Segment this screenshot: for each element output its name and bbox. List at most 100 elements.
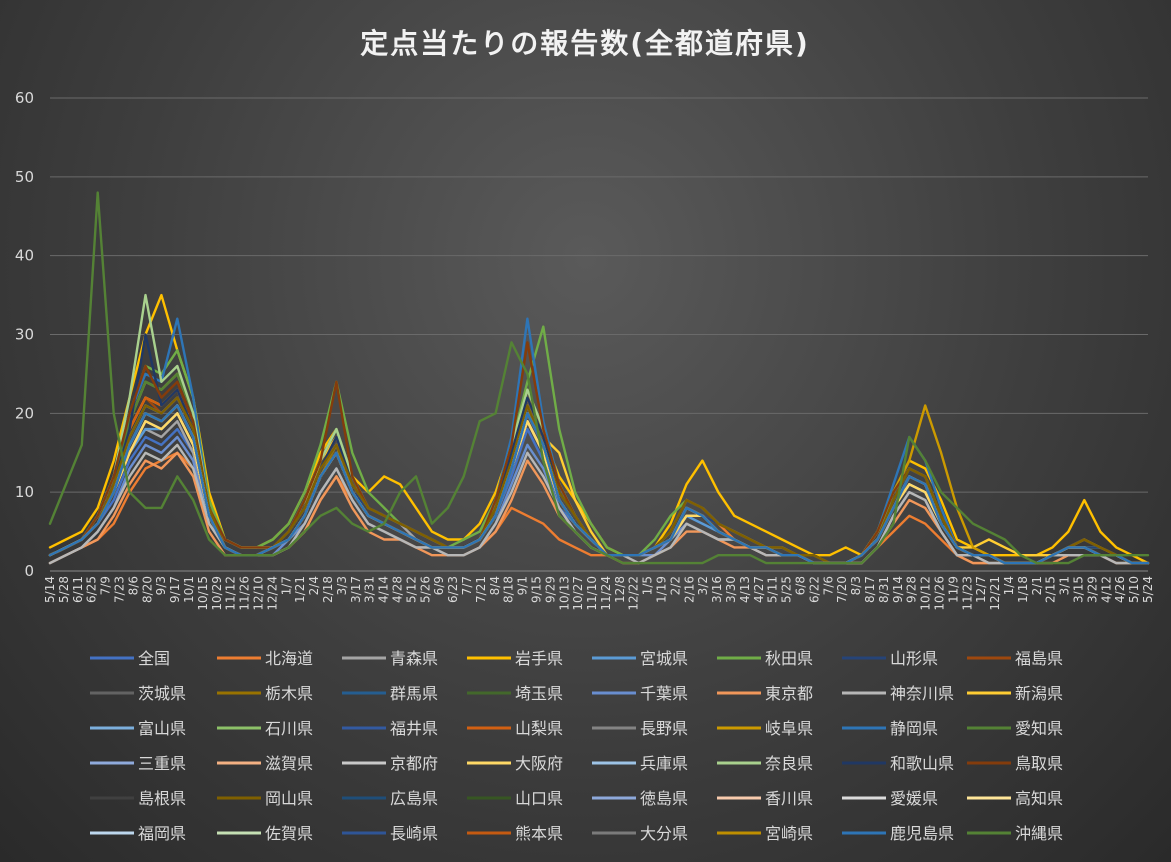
x-tick-label: 8/20 <box>140 576 154 603</box>
x-tick-label: 12/8 <box>613 576 627 603</box>
x-tick-label: 1/21 <box>293 576 307 603</box>
legend-label: 福島県 <box>1015 649 1063 668</box>
series-line <box>48 191 1150 565</box>
x-axis: 5/14 5/28 6/11 6/25 7/9 7/23 8/6 8/20 9/3 9/17 10/… <box>43 576 1155 611</box>
x-tick-label: 4/28 <box>390 576 404 603</box>
x-tick-label: 5/25 <box>780 576 794 603</box>
legend-label: 茨城県 <box>138 684 186 703</box>
x-tick-label: 9/14 <box>891 576 905 603</box>
legend-label: 滋賀県 <box>265 754 313 773</box>
legend-label: 広島県 <box>390 789 438 808</box>
x-tick-label: 9/15 <box>529 576 543 603</box>
y-tick-label: 20 <box>15 404 34 422</box>
legend-label: 長野県 <box>640 719 688 738</box>
legend-label: 和歌山県 <box>890 754 954 773</box>
x-tick-label: 2/18 <box>321 576 335 603</box>
x-tick-label: 5/11 <box>766 576 780 603</box>
x-tick-label: 11/23 <box>960 576 974 611</box>
y-tick-label: 30 <box>15 326 34 344</box>
x-tick-label: 6/22 <box>807 576 821 603</box>
x-tick-label: 12/24 <box>265 576 279 611</box>
legend-label: 群馬県 <box>390 684 438 703</box>
x-tick-label: 5/14 <box>43 576 57 603</box>
legend-label: 山形県 <box>890 649 938 668</box>
legend-label: 富山県 <box>138 719 186 738</box>
legend-label: 鹿児島県 <box>890 824 954 843</box>
x-tick-label: 8/18 <box>502 576 516 603</box>
x-tick-label: 8/31 <box>877 576 891 603</box>
plot-area <box>48 191 1150 565</box>
legend-label: 長崎県 <box>390 824 438 843</box>
x-tick-label: 7/9 <box>99 576 113 595</box>
legend-label: 石川県 <box>265 719 313 738</box>
y-tick-label: 60 <box>15 89 34 107</box>
x-tick-label: 1/4 <box>1002 576 1016 595</box>
x-tick-label: 7/21 <box>474 576 488 603</box>
legend-label: 三重県 <box>138 754 186 773</box>
x-tick-label: 10/1 <box>182 576 196 603</box>
x-tick-label: 3/17 <box>349 576 363 603</box>
x-tick-label: 4/14 <box>377 576 391 603</box>
x-tick-label: 3/16 <box>710 576 724 603</box>
x-tick-label: 11/10 <box>585 576 599 611</box>
legend-label: 青森県 <box>390 649 438 668</box>
legend-label: 島根県 <box>138 789 186 808</box>
x-tick-label: 3/30 <box>724 576 738 603</box>
x-tick-label: 8/4 <box>488 576 502 595</box>
legend-label: 全国 <box>138 649 170 668</box>
x-tick-label: 10/27 <box>571 576 585 611</box>
x-tick-label: 2/2 <box>668 576 682 595</box>
legend-label: 鳥取県 <box>1015 754 1063 773</box>
x-tick-label: 10/26 <box>933 576 947 611</box>
x-tick-label: 11/9 <box>946 576 960 603</box>
x-tick-label: 5/24 <box>1141 576 1155 603</box>
x-tick-label: 10/13 <box>557 576 571 611</box>
x-tick-label: 12/10 <box>251 576 265 611</box>
x-tick-label: 5/10 <box>1127 576 1141 603</box>
y-tick-label: 40 <box>15 247 34 265</box>
x-tick-label: 6/8 <box>794 576 808 595</box>
x-tick-label: 7/7 <box>460 576 474 595</box>
y-axis: 0 10 20 30 40 50 60 <box>15 89 34 580</box>
x-tick-label: 3/2 <box>696 576 710 595</box>
x-tick-label: 2/1 <box>1030 576 1044 595</box>
legend-label: 沖縄県 <box>1015 824 1063 843</box>
y-tick-label: 0 <box>24 562 34 580</box>
legend-label: 高知県 <box>1015 789 1063 808</box>
legend-label: 大阪府 <box>515 754 563 773</box>
legend-label: 福井県 <box>390 719 438 738</box>
legend-label: 香川県 <box>765 789 813 808</box>
x-tick-label: 5/28 <box>57 576 71 603</box>
legend-label: 栃木県 <box>265 684 313 703</box>
legend-label: 佐賀県 <box>265 824 313 843</box>
legend-label: 岡山県 <box>265 789 313 808</box>
legend-label: 秋田県 <box>765 649 813 668</box>
x-tick-label: 6/25 <box>85 576 99 603</box>
x-tick-label: 7/20 <box>835 576 849 603</box>
x-tick-label: 9/3 <box>154 576 168 595</box>
legend-label: 愛媛県 <box>890 789 938 808</box>
legend-label: 山口県 <box>515 789 563 808</box>
legend-label: 福岡県 <box>138 824 186 843</box>
x-tick-label: 4/12 <box>1099 576 1113 603</box>
x-tick-label: 6/9 <box>432 576 446 595</box>
x-tick-label: 10/15 <box>196 576 210 611</box>
legend-label: 京都府 <box>390 754 438 773</box>
x-tick-label: 11/24 <box>599 576 613 611</box>
legend-label: 岐阜県 <box>765 719 813 738</box>
x-tick-label: 4/26 <box>1113 576 1127 603</box>
legend-label: 山梨県 <box>515 719 563 738</box>
series-line <box>48 404 1150 565</box>
legend-label: 岩手県 <box>515 649 563 668</box>
legend-label: 千葉県 <box>640 684 688 703</box>
legend-label: 兵庫県 <box>640 754 688 773</box>
x-tick-label: 11/12 <box>224 576 238 611</box>
legend-label: 奈良県 <box>765 754 813 773</box>
x-tick-label: 4/27 <box>752 576 766 603</box>
x-tick-label: 12/7 <box>974 576 988 603</box>
x-tick-label: 5/26 <box>418 576 432 603</box>
legend-label: 愛知県 <box>1015 719 1063 738</box>
x-tick-label: 3/1 <box>1058 576 1072 595</box>
legend-label: 大分県 <box>640 824 688 843</box>
